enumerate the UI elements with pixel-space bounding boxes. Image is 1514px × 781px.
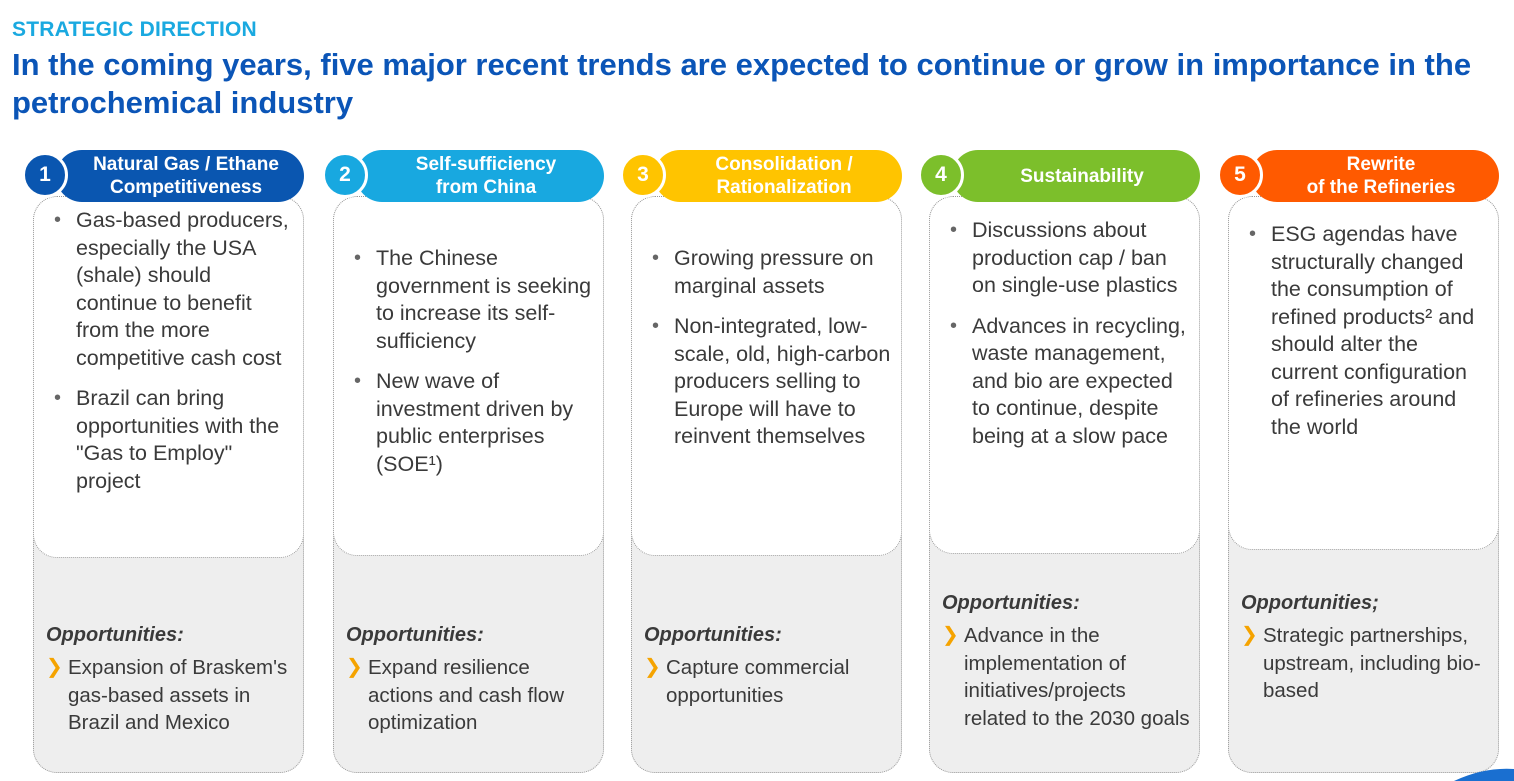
bullet-item: Non-integrated, low-scale, old, high-car…	[652, 313, 891, 451]
opportunities-label: Opportunities:	[942, 592, 1080, 614]
opportunity-item: ❯ Expansion of Braskem's gas-based asset…	[46, 654, 296, 737]
trend-header: Consolidation / Rationalization	[654, 150, 902, 202]
trend-card-2: The Chinese government is seeking to inc…	[322, 148, 604, 773]
trend-title-line2: from China	[435, 177, 537, 198]
trend-bullets: The Chinese government is seeking to inc…	[354, 245, 593, 478]
trend-title-line1: Sustainability	[1020, 165, 1144, 187]
trend-card-3: Growing pressure on marginal assets Non-…	[620, 148, 902, 773]
opportunity-text: Advance in the implementation of initiat…	[964, 624, 1190, 730]
chevron-right-icon: ❯	[1241, 624, 1258, 646]
section-label: STRATEGIC DIRECTION	[12, 18, 257, 41]
bullet-item: The Chinese government is seeking to inc…	[354, 245, 593, 355]
page-title: In the coming years, five major recent t…	[12, 47, 1472, 120]
trend-card-5: ESG agendas have structurally changed th…	[1217, 148, 1499, 773]
trend-bullets: Growing pressure on marginal assets Non-…	[652, 245, 891, 451]
trend-bullets: Discussions about production cap / ban o…	[950, 217, 1189, 450]
opportunity-text: Strategic partnerships, upstream, includ…	[1263, 624, 1481, 702]
trend-title-line1: Consolidation /	[715, 154, 853, 175]
trend-card-4: Discussions about production cap / ban o…	[918, 148, 1200, 773]
opportunity-item: ❯ Capture commercial opportunities	[644, 654, 894, 709]
opportunities-label: Opportunities;	[1241, 592, 1379, 614]
opportunity-item: ❯ Advance in the implementation of initi…	[942, 622, 1192, 732]
trend-title-line2: Rationalization	[716, 177, 852, 198]
bullet-item: ESG agendas have structurally changed th…	[1249, 221, 1488, 441]
trend-bullets: Gas-based producers, especially the USA …	[54, 207, 293, 495]
opportunities-label: Opportunities:	[644, 624, 782, 646]
trend-header: Natural Gas / Ethane Competitiveness	[56, 150, 304, 202]
opportunity-text: Expand resilience actions and cash flow …	[368, 656, 565, 734]
opportunity-text: Capture commercial opportunities	[666, 656, 850, 707]
bullet-item: Gas-based producers, especially the USA …	[54, 207, 293, 372]
bullet-item: Advances in recycling, waste management,…	[950, 313, 1189, 451]
trend-bullets: ESG agendas have structurally changed th…	[1249, 221, 1488, 441]
trend-description-box: Gas-based producers, especially the USA …	[33, 196, 304, 558]
trend-description-box: Discussions about production cap / ban o…	[929, 196, 1200, 554]
trend-title-line1: Rewrite	[1346, 154, 1416, 175]
trend-number-badge: 1	[22, 152, 68, 198]
trend-number-badge: 2	[322, 152, 368, 198]
opportunities-label: Opportunities:	[46, 624, 184, 646]
opportunities-label: Opportunities:	[346, 624, 484, 646]
opportunity-item: ❯ Expand resilience actions and cash flo…	[346, 654, 596, 737]
trend-number-badge: 5	[1217, 152, 1263, 198]
opportunity-item: ❯ Strategic partnerships, upstream, incl…	[1241, 622, 1491, 705]
trend-header: Sustainability	[952, 150, 1200, 202]
trend-title-line2: Competitiveness	[109, 177, 263, 198]
trend-card-1: Gas-based producers, especially the USA …	[22, 148, 304, 773]
trend-title-line1: Self-sufficiency	[415, 154, 557, 175]
chevron-right-icon: ❯	[346, 656, 363, 678]
trend-number-badge: 3	[620, 152, 666, 198]
trend-description-box: The Chinese government is seeking to inc…	[333, 196, 604, 556]
bullet-item: Discussions about production cap / ban o…	[950, 217, 1189, 300]
chevron-right-icon: ❯	[942, 624, 959, 646]
opportunity-text: Expansion of Braskem's gas-based assets …	[68, 656, 288, 734]
trend-header: Rewrite of the Refineries	[1251, 150, 1499, 202]
chevron-right-icon: ❯	[46, 656, 63, 678]
bullet-item: Brazil can bring opportunities with the …	[54, 385, 293, 495]
trend-title-line1: Natural Gas / Ethane	[93, 154, 279, 175]
trend-description-box: ESG agendas have structurally changed th…	[1228, 196, 1499, 550]
bullet-item: New wave of investment driven by public …	[354, 368, 593, 478]
trend-description-box: Growing pressure on marginal assets Non-…	[631, 196, 902, 556]
bullet-item: Growing pressure on marginal assets	[652, 245, 891, 300]
trend-header: Self-sufficiency from China	[356, 150, 604, 202]
trend-number-badge: 4	[918, 152, 964, 198]
trend-title-line2: of the Refineries	[1306, 177, 1456, 198]
decorative-swoosh	[1454, 768, 1514, 781]
chevron-right-icon: ❯	[644, 656, 661, 678]
